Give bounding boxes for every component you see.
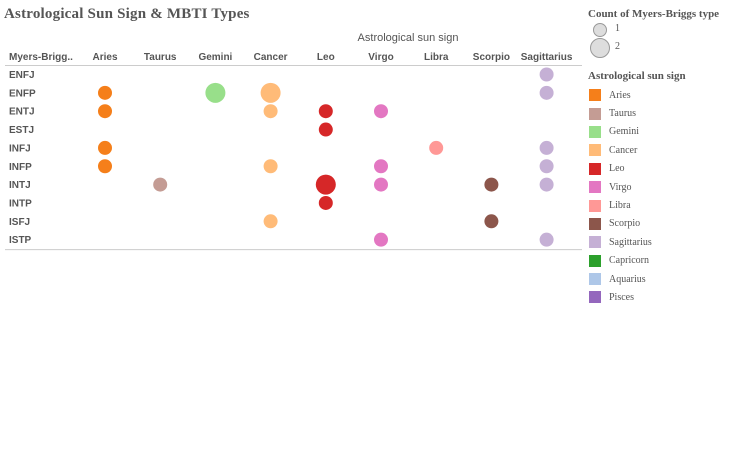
color-legend-item: Aries bbox=[588, 86, 736, 104]
data-point bbox=[539, 67, 554, 82]
data-point bbox=[484, 177, 499, 192]
size-legend-title: Count of Myers-Briggs type bbox=[588, 8, 720, 20]
row-label: INFP bbox=[9, 162, 32, 173]
color-legend-item: Libra bbox=[588, 196, 736, 214]
color-swatch bbox=[589, 107, 601, 120]
data-point bbox=[539, 159, 554, 174]
data-point bbox=[318, 122, 333, 137]
color-legend-item: Taurus bbox=[588, 104, 736, 122]
column-label: Cancer bbox=[254, 52, 288, 63]
color-legend-label: Libra bbox=[609, 200, 631, 212]
color-legend-label: Virgo bbox=[609, 181, 632, 193]
column-label: Aries bbox=[92, 52, 117, 63]
column-label: Sagittarius bbox=[521, 52, 573, 63]
color-legend-label: Taurus bbox=[609, 108, 637, 120]
column-label: Gemini bbox=[198, 52, 232, 63]
size-legend-item: 1 bbox=[588, 20, 736, 38]
data-point bbox=[539, 85, 554, 100]
color-legend-label: Aries bbox=[609, 89, 631, 101]
color-swatch bbox=[589, 162, 601, 175]
data-point bbox=[539, 232, 554, 247]
column-label: Leo bbox=[317, 52, 335, 63]
size-legend-circle bbox=[593, 23, 607, 37]
column-label: Virgo bbox=[368, 52, 393, 63]
color-legend-label: Pisces bbox=[609, 291, 634, 303]
row-label: INFJ bbox=[9, 143, 31, 154]
row-label: INTP bbox=[9, 198, 32, 209]
column-label: Scorpio bbox=[473, 52, 510, 63]
data-point bbox=[429, 140, 444, 155]
color-swatch bbox=[589, 236, 601, 249]
column-label: Libra bbox=[424, 52, 449, 63]
color-swatch bbox=[589, 254, 601, 267]
row-label: ESTJ bbox=[9, 125, 34, 136]
color-legend-item: Sagittarius bbox=[588, 233, 736, 251]
color-swatch bbox=[589, 144, 601, 157]
data-point bbox=[315, 174, 336, 195]
color-legend-label: Gemini bbox=[609, 126, 639, 138]
color-legend-item: Aquarius bbox=[588, 270, 736, 288]
color-legend-label: Scorpio bbox=[609, 218, 641, 230]
color-legend-item: Cancer bbox=[588, 141, 736, 159]
row-label: INTJ bbox=[9, 180, 31, 191]
data-point bbox=[318, 195, 333, 210]
data-point bbox=[374, 104, 388, 119]
color-swatch bbox=[589, 199, 601, 212]
data-point bbox=[263, 104, 278, 119]
data-point bbox=[318, 104, 333, 119]
color-legend-item: Leo bbox=[588, 160, 736, 178]
color-legend-item: Capricorn bbox=[588, 252, 736, 270]
color-legend-label: Aquarius bbox=[609, 273, 646, 285]
color-legend-item: Virgo bbox=[588, 178, 736, 196]
color-swatch bbox=[589, 217, 601, 230]
data-point bbox=[484, 214, 499, 229]
bubble-chart: Astrological sun sign Myers-Brigg.. Aries T… bbox=[5, 32, 582, 251]
data-point bbox=[539, 177, 554, 192]
color-legend-label: Cancer bbox=[609, 144, 638, 156]
color-legend-item: Gemini bbox=[588, 123, 736, 141]
color-swatch bbox=[589, 273, 601, 286]
chart-title: Astrological Sun Sign & MBTI Types bbox=[4, 6, 250, 22]
row-label: ENFP bbox=[9, 88, 36, 99]
color-swatch bbox=[589, 291, 601, 304]
row-label: ENTJ bbox=[9, 107, 35, 118]
color-legend-label: Leo bbox=[609, 163, 625, 175]
column-axis-title: Astrological sun sign bbox=[358, 32, 459, 44]
data-point bbox=[374, 232, 388, 247]
color-legend: Aries Taurus Gemini Cancer Leo Virgo Libra Scor… bbox=[588, 86, 736, 307]
size-legend-label: 1 bbox=[615, 23, 620, 34]
data-point bbox=[263, 214, 278, 229]
data-point bbox=[263, 159, 278, 174]
column-label: Taurus bbox=[144, 52, 177, 63]
row-label: ISTP bbox=[9, 235, 32, 246]
row-axis-header: Myers-Brigg.. bbox=[9, 52, 73, 63]
color-swatch bbox=[589, 125, 601, 138]
color-swatch bbox=[589, 181, 601, 194]
row-label: ISFJ bbox=[9, 217, 30, 228]
color-legend-title: Astrological sun sign bbox=[588, 70, 686, 82]
size-legend-label: 2 bbox=[615, 41, 620, 52]
row-label: ENFJ bbox=[9, 70, 35, 81]
size-legend-item: 2 bbox=[588, 38, 736, 58]
color-legend-label: Capricorn bbox=[609, 255, 649, 267]
color-swatch bbox=[589, 89, 601, 102]
data-point bbox=[98, 140, 112, 155]
data-point bbox=[374, 159, 388, 174]
data-point bbox=[374, 177, 388, 192]
data-point bbox=[98, 85, 112, 100]
color-legend-label: Sagittarius bbox=[609, 236, 652, 248]
data-point bbox=[98, 159, 112, 174]
data-point bbox=[260, 82, 281, 103]
data-point bbox=[539, 140, 554, 155]
data-point bbox=[153, 177, 168, 192]
size-legend-circle bbox=[590, 38, 610, 58]
color-legend-item: Pisces bbox=[588, 288, 736, 306]
color-legend-item: Scorpio bbox=[588, 215, 736, 233]
data-point bbox=[205, 82, 226, 103]
data-point bbox=[98, 104, 112, 119]
